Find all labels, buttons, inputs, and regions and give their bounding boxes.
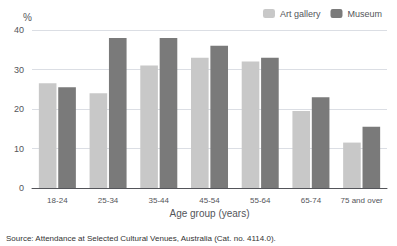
svg-text:20: 20 xyxy=(14,104,24,114)
svg-text:Age group (years): Age group (years) xyxy=(169,208,249,219)
svg-text:75 and over: 75 and over xyxy=(341,196,384,205)
svg-text:35-44: 35-44 xyxy=(149,196,170,205)
svg-text:Museum: Museum xyxy=(347,9,382,19)
svg-text:25-34: 25-34 xyxy=(98,196,119,205)
svg-text:30: 30 xyxy=(14,65,24,75)
svg-text:65-74: 65-74 xyxy=(301,196,322,205)
svg-text:10: 10 xyxy=(14,144,24,154)
svg-text:%: % xyxy=(23,12,32,23)
svg-text:18-24: 18-24 xyxy=(47,196,68,205)
svg-text:Source: Attendance at Selected: Source: Attendance at Selected Cultural … xyxy=(6,234,276,243)
svg-text:0: 0 xyxy=(19,183,24,193)
svg-text:55-64: 55-64 xyxy=(250,196,271,205)
svg-text:45-54: 45-54 xyxy=(199,196,220,205)
svg-text:Art gallery: Art gallery xyxy=(280,9,321,19)
svg-text:40: 40 xyxy=(14,25,24,35)
